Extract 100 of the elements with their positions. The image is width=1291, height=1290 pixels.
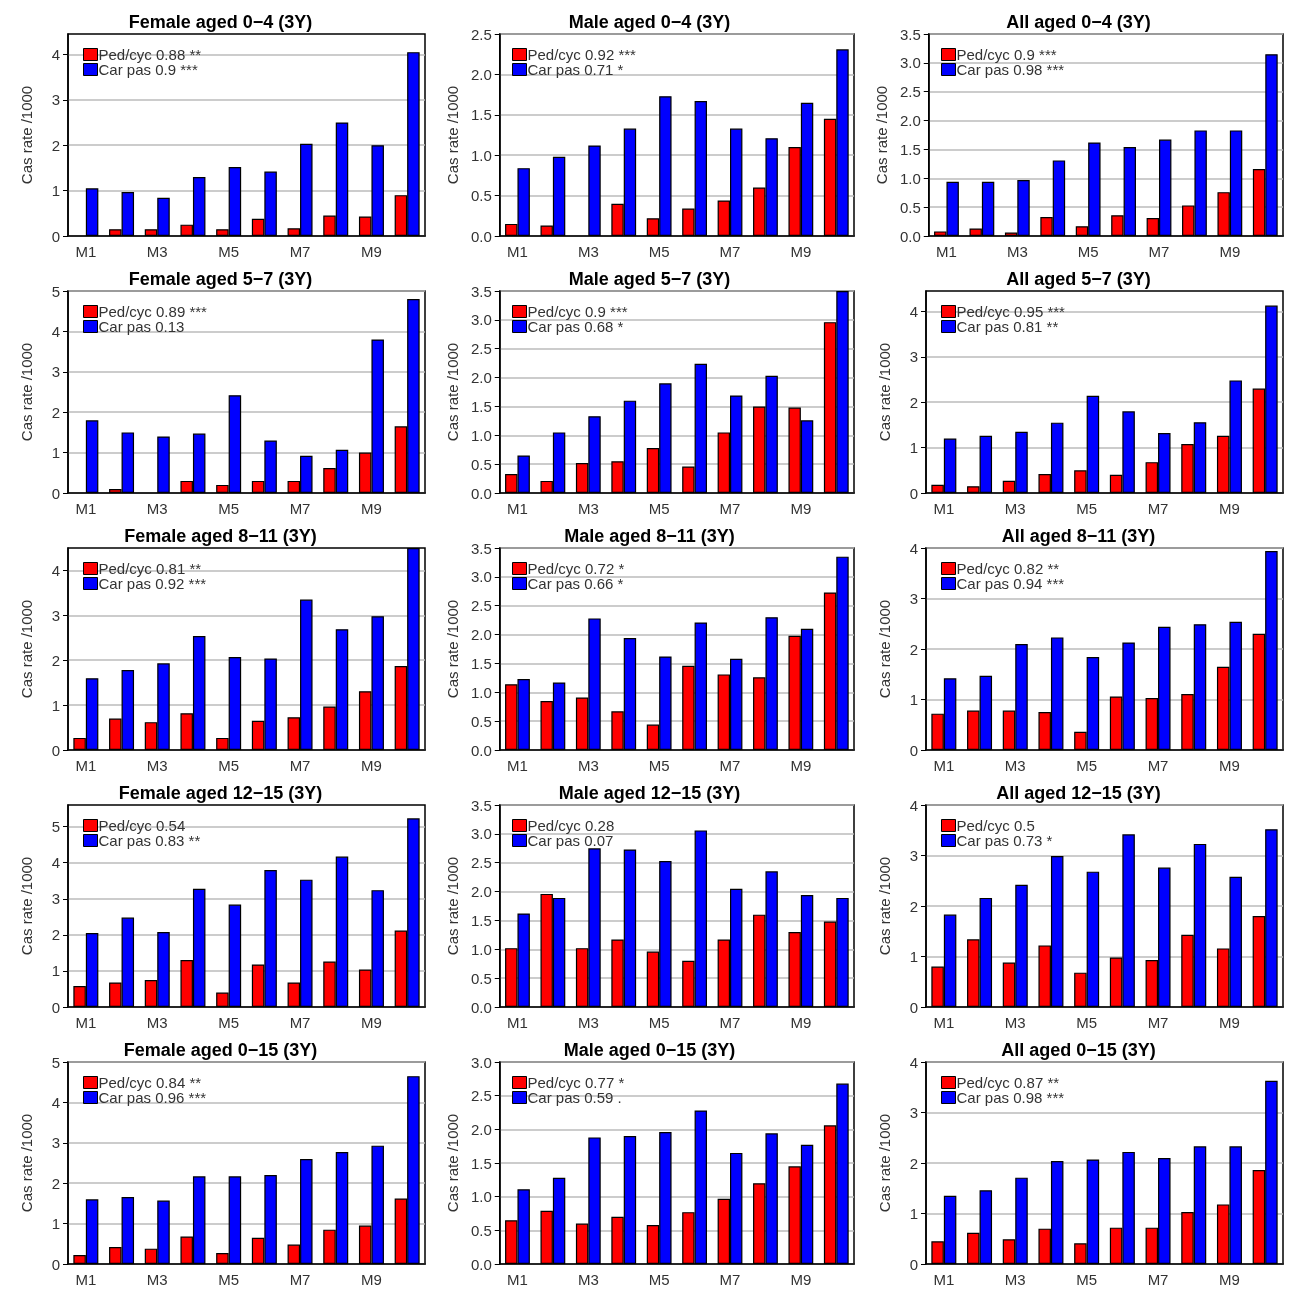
x-tick-label: M7 <box>289 1014 311 1031</box>
y-tick-label: 4 <box>51 854 60 872</box>
x-tick-label: M9 <box>790 1271 812 1288</box>
y-tick-label: 0.5 <box>470 187 492 205</box>
y-tick-label: 2.0 <box>470 883 492 901</box>
x-tick-label: M5 <box>648 1271 670 1288</box>
y-tick-label: 2.5 <box>470 854 492 872</box>
chart-title: All aged 0−15 (3Y) <box>1001 1040 1156 1060</box>
y-tick-label: 3.0 <box>470 1053 492 1071</box>
y-tick-label: 1 <box>909 691 918 708</box>
x-tick-label: M9 <box>1219 500 1240 517</box>
y-tick-label: 0 <box>909 741 918 759</box>
y-tick-label: 0.5 <box>470 712 492 730</box>
x-tick-label: M3 <box>1004 1014 1026 1031</box>
x-tick-label: M3 <box>1006 243 1028 260</box>
x-tick-label: M1 <box>936 243 957 260</box>
y-tick-label: 1 <box>51 962 60 980</box>
x-tick-label: M7 <box>1147 1271 1169 1288</box>
y-tick-label: 0.0 <box>470 741 492 759</box>
legend-label: Ped/cyc 0.54 <box>98 817 186 834</box>
y-axis-title: Cas rate /1000 <box>876 599 893 699</box>
y-tick-label: 1.0 <box>470 940 492 958</box>
y-tick-label: 2.5 <box>470 1087 492 1105</box>
x-tick-label: M9 <box>1219 757 1240 774</box>
x-tick-label: M1 <box>75 1014 97 1031</box>
x-tick-label: M9 <box>790 757 812 774</box>
y-tick-label: 3 <box>909 847 918 864</box>
y-tick-label: 1 <box>51 182 60 200</box>
x-tick-label: M5 <box>1076 1271 1098 1288</box>
x-tick-label: M9 <box>1219 243 1241 260</box>
y-axis-title: Cas rate /1000 <box>444 1113 461 1213</box>
y-tick-label: 3.5 <box>470 539 492 557</box>
chart-title: All aged 8−11 (3Y) <box>1001 526 1156 546</box>
y-tick-label: 3.0 <box>470 311 492 329</box>
chart-title: Female aged 0−15 (3Y) <box>123 1040 318 1060</box>
y-tick-label: 2.5 <box>899 83 921 101</box>
y-tick-label: 1 <box>51 696 60 714</box>
legend-label: Ped/cyc 0.92 *** <box>527 46 637 63</box>
y-tick-label: 2.0 <box>470 369 492 387</box>
x-tick-label: M7 <box>719 500 741 517</box>
x-tick-label: M7 <box>289 243 311 260</box>
legend-label: Ped/cyc 0.95 *** <box>956 303 1066 320</box>
y-tick-label: 1.0 <box>470 426 492 444</box>
y-tick-label: 4 <box>51 561 60 579</box>
x-tick-label: M3 <box>146 1271 168 1288</box>
legend-label: Ped/cyc 0.9 *** <box>527 303 628 320</box>
y-tick-label: 0 <box>51 741 60 759</box>
y-tick-label: 3.5 <box>899 25 921 43</box>
y-axis-title: Cas rate /1000 <box>876 342 893 442</box>
chart-title: Female aged 8−11 (3Y) <box>124 526 317 546</box>
y-tick-label: 2.5 <box>470 597 492 615</box>
x-tick-label: M5 <box>648 500 670 517</box>
y-tick-label: 2 <box>909 897 918 915</box>
y-tick-label: 1 <box>909 948 918 965</box>
chart-title: Female aged 0−4 (3Y) <box>128 12 313 32</box>
legend-label: Ped/cyc 0.89 *** <box>98 303 208 320</box>
x-tick-label: M5 <box>648 1014 670 1031</box>
y-tick-label: 1 <box>909 439 918 457</box>
chart-title: Male aged 0−4 (3Y) <box>568 12 731 32</box>
y-tick-label: 1.5 <box>470 106 492 124</box>
x-tick-label: M5 <box>648 243 670 260</box>
y-tick-label: 3 <box>909 1104 918 1121</box>
x-tick-label: M7 <box>1148 243 1170 260</box>
legend-label: Ped/cyc 0.87 ** <box>956 1074 1060 1091</box>
legend-label: Ped/cyc 0.84 ** <box>98 1074 202 1091</box>
y-axis-title: Cas rate /1000 <box>444 342 461 442</box>
legend-label: Ped/cyc 0.82 ** <box>956 560 1060 577</box>
y-tick-label: 3.0 <box>470 568 492 586</box>
y-tick-label: 4 <box>51 322 60 340</box>
y-tick-label: 0 <box>51 484 60 502</box>
y-tick-label: 0 <box>909 484 918 502</box>
y-tick-label: 1 <box>51 444 60 462</box>
y-tick-label: 0 <box>51 1255 60 1273</box>
y-tick-label: 3.5 <box>470 282 492 300</box>
x-tick-label: M1 <box>75 1271 97 1288</box>
y-tick-label: 2 <box>909 640 918 658</box>
legend-label: Ped/cyc 0.5 <box>956 817 1035 834</box>
x-tick-label: M1 <box>507 243 528 260</box>
y-tick-label: 3 <box>51 606 60 624</box>
y-tick-label: 4 <box>909 302 918 320</box>
x-tick-label: M3 <box>577 1271 599 1288</box>
x-tick-label: M9 <box>1219 1271 1240 1288</box>
y-tick-label: 0.0 <box>470 998 492 1016</box>
x-tick-label: M5 <box>1076 757 1098 774</box>
x-tick-label: M9 <box>361 1014 382 1031</box>
x-tick-label: M9 <box>790 1014 812 1031</box>
y-tick-label: 2.0 <box>470 626 492 644</box>
x-tick-label: M1 <box>507 1271 528 1288</box>
y-axis-title: Cas rate /1000 <box>444 856 461 956</box>
y-tick-label: 2 <box>909 393 918 411</box>
x-tick-label: M1 <box>75 757 97 774</box>
x-tick-label: M9 <box>790 243 812 260</box>
x-tick-label: M1 <box>507 757 528 774</box>
y-tick-label: 3 <box>909 590 918 607</box>
y-tick-label: 2.5 <box>470 340 492 358</box>
x-tick-label: M3 <box>146 243 168 260</box>
x-tick-label: M7 <box>719 1271 741 1288</box>
x-tick-label: M9 <box>361 500 382 517</box>
x-tick-label: M5 <box>218 1271 240 1288</box>
y-tick-label: 0 <box>51 227 60 245</box>
